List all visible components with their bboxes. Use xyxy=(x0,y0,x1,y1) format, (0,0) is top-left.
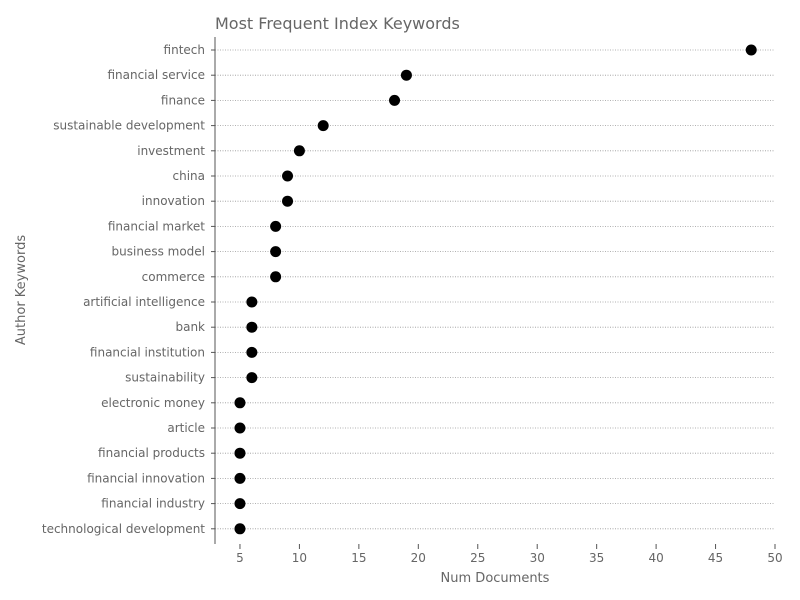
x-tick-label-50: 50 xyxy=(767,551,782,565)
y-axis-label: Author Keywords xyxy=(14,235,29,345)
data-point-bank xyxy=(246,321,258,333)
data-point-investment xyxy=(293,145,305,157)
x-tick-label-30: 30 xyxy=(530,551,545,565)
y-tick-label-business-model: business model xyxy=(112,245,205,259)
data-point-commerce xyxy=(270,271,282,283)
data-point-financial-service xyxy=(400,69,412,81)
y-tick-label-financial-market: financial market xyxy=(108,219,205,233)
data-point-finance xyxy=(389,94,401,106)
y-tick-label-financial-industry: financial industry xyxy=(101,497,205,511)
y-tick-label-finance: finance xyxy=(161,93,205,107)
data-point-technological-development xyxy=(234,523,246,535)
data-point-financial-products xyxy=(234,447,246,459)
data-point-article xyxy=(234,422,246,434)
y-tick-label-financial-innovation: financial innovation xyxy=(87,471,205,485)
x-axis-label: Num Documents xyxy=(441,571,550,586)
y-tick-label-article: article xyxy=(167,421,205,435)
y-tick-label-investment: investment xyxy=(137,144,205,158)
grid xyxy=(215,49,775,530)
data-point-electronic-money xyxy=(234,397,246,409)
y-tick-label-sustainability: sustainability xyxy=(125,371,205,385)
y-tick-label-artificial-intelligence: artificial intelligence xyxy=(83,295,205,309)
x-tick-label-20: 20 xyxy=(411,551,426,565)
y-ticks: fintech financial service finance sustainab… xyxy=(42,43,215,536)
y-tick-label-fintech: fintech xyxy=(164,43,205,57)
data-point-financial-industry xyxy=(234,498,246,510)
y-tick-label-innovation: innovation xyxy=(142,194,205,208)
x-tick-label-40: 40 xyxy=(648,551,663,565)
data-point-sustainability xyxy=(246,372,258,384)
x-tick-label-25: 25 xyxy=(470,551,485,565)
data-point-innovation xyxy=(282,195,294,207)
data-point-financial-institution xyxy=(246,346,258,358)
y-tick-label-financial-institution: financial institution xyxy=(90,345,205,359)
data-points xyxy=(234,44,757,535)
data-point-business-model xyxy=(270,246,282,258)
y-tick-label-bank: bank xyxy=(175,320,205,334)
x-tick-label-10: 10 xyxy=(292,551,307,565)
chart-title: Most Frequent Index Keywords xyxy=(215,14,460,33)
y-tick-label-sustainable-development: sustainable development xyxy=(53,119,205,133)
x-tick-label-35: 35 xyxy=(589,551,604,565)
y-tick-label-technological-development: technological development xyxy=(42,522,205,536)
y-tick-label-financial-products: financial products xyxy=(98,446,205,460)
data-point-fintech xyxy=(745,44,757,56)
x-tick-label-5: 5 xyxy=(236,551,244,565)
y-tick-label-electronic-money: electronic money xyxy=(101,396,205,410)
x-tick-label-45: 45 xyxy=(708,551,723,565)
x-tick-label-15: 15 xyxy=(351,551,366,565)
y-tick-label-china: china xyxy=(173,169,206,183)
x-ticks: 5 10 15 20 25 30 35 40 45 50 xyxy=(236,544,783,565)
data-point-sustainable-development xyxy=(317,120,329,132)
y-tick-label-financial-service: financial service xyxy=(107,68,205,82)
data-point-china xyxy=(282,170,294,182)
data-point-financial-innovation xyxy=(234,472,246,484)
y-tick-label-commerce: commerce xyxy=(142,270,205,284)
data-point-financial-market xyxy=(270,220,282,232)
data-point-artificial-intelligence xyxy=(246,296,258,308)
